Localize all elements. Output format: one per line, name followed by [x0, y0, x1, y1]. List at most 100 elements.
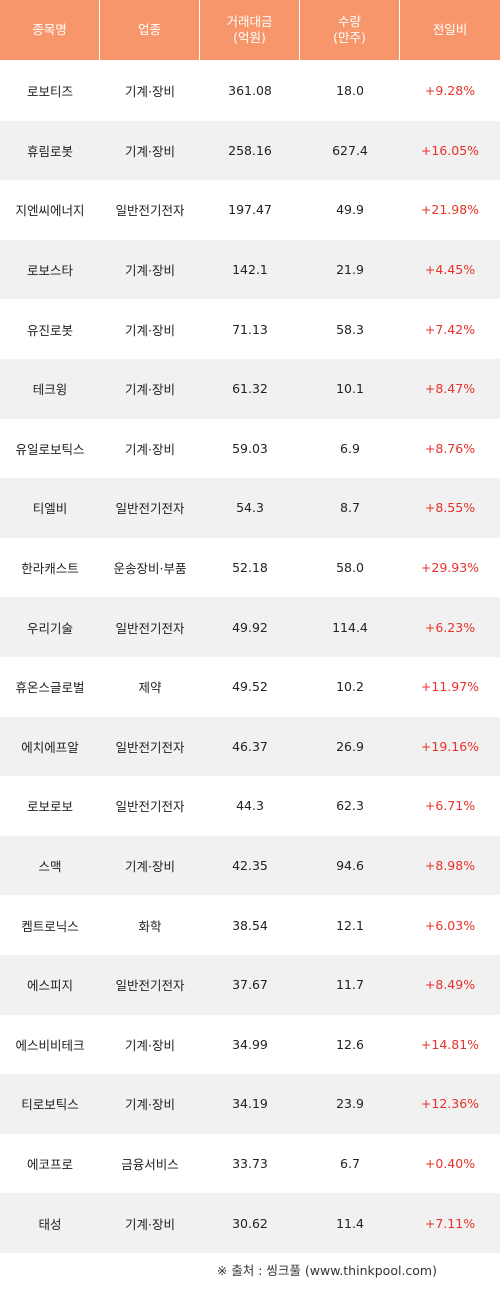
- table-row: 휴림로봇 기계·장비 258.16 627.4 +16.05%: [0, 120, 500, 181]
- cell-sector: 일반전기전자: [115, 978, 185, 994]
- cell-volume: 6.9: [340, 440, 360, 456]
- table-header: 종목명 업종 거래대금 (억원) 수량 (만주) 전일비: [0, 0, 500, 61]
- cell-change: +16.05%: [420, 142, 480, 158]
- cell-sector: 기계·장비: [125, 1216, 175, 1232]
- cell-name: 휴온스글로벌: [15, 680, 85, 696]
- source-note: ※ 출처 : 씽크풀 (www.thinkpool.com): [216, 1262, 437, 1278]
- stock-table: 종목명 업종 거래대금 (억원) 수량 (만주) 전일비 로보티즈 기계·장비 36…: [0, 0, 500, 1253]
- table-row: 지엔씨에너지 일반전기전자 197.47 49.9 +21.98%: [0, 180, 500, 240]
- cell-amount: 46.37: [232, 738, 268, 754]
- table-row: 로보티즈 기계·장비 361.08 18.0 +9.28%: [0, 61, 500, 121]
- table-row: 태성 기계·장비 30.62 11.4 +7.11%: [0, 1193, 500, 1253]
- cell-change: +6.03%: [424, 917, 476, 933]
- cell-sector: 기계·장비: [125, 441, 175, 457]
- cell-volume: 8.7: [340, 500, 360, 516]
- cell-amount: 59.03: [232, 440, 268, 456]
- cell-volume: 627.4: [332, 142, 368, 158]
- cell-amount: 30.62: [232, 1215, 268, 1231]
- cell-name: 유일로보틱스: [15, 441, 85, 457]
- cell-volume: 62.3: [336, 798, 364, 814]
- cell-name: 한라캐스트: [21, 561, 79, 577]
- cell-sector: 기계·장비: [125, 1037, 175, 1053]
- table-row: 에스피지 일반전기전자 37.67 11.7 +8.49%: [0, 954, 500, 1015]
- cell-amount: 54.3: [236, 500, 264, 516]
- cell-amount: 71.13: [232, 321, 268, 337]
- cell-name: 우리기술: [26, 620, 73, 636]
- cell-amount: 61.32: [232, 381, 268, 397]
- cell-change: +29.93%: [420, 560, 480, 576]
- cell-volume: 6.7: [340, 1155, 360, 1171]
- table-row: 에치에프알 일반전기전자 46.37 26.9 +19.16%: [0, 716, 500, 777]
- cell-change: +0.40%: [424, 1155, 476, 1171]
- cell-change: +8.55%: [424, 500, 476, 516]
- cell-change: +7.11%: [424, 1215, 476, 1231]
- table-body: 로보티즈 기계·장비 361.08 18.0 +9.28% 휴림로봇 기계·장비 258.16…: [0, 61, 500, 1253]
- cell-amount: 34.99: [232, 1036, 268, 1052]
- cell-amount: 44.3: [236, 798, 264, 814]
- cell-name: 테크윙: [32, 382, 68, 398]
- cell-sector: 금융서비스: [121, 1156, 179, 1172]
- cell-volume: 23.9: [336, 1096, 364, 1112]
- cell-change: +8.49%: [424, 977, 476, 993]
- table-row: 로보로보 일반전기전자 44.3 62.3 +6.71%: [0, 776, 500, 836]
- cell-amount: 38.54: [232, 917, 268, 933]
- cell-amount: 33.73: [232, 1155, 268, 1171]
- cell-change: +9.28%: [424, 83, 476, 99]
- cell-sector: 기계·장비: [125, 322, 175, 338]
- cell-volume: 21.9: [336, 262, 364, 278]
- cell-change: +6.71%: [424, 798, 476, 814]
- table-row: 켐트로닉스 화학 38.54 12.1 +6.03%: [0, 895, 500, 955]
- cell-amount: 49.52: [232, 679, 268, 695]
- cell-sector: 기계·장비: [125, 382, 175, 398]
- cell-name: 로보티즈: [26, 84, 73, 100]
- table-row: 로보스타 기계·장비 142.1 21.9 +4.45%: [0, 239, 500, 300]
- cell-change: +11.97%: [420, 679, 480, 695]
- cell-name: 에스비비테크: [15, 1037, 85, 1053]
- cell-change: +8.76%: [424, 440, 476, 456]
- cell-amount: 42.35: [232, 858, 268, 874]
- cell-amount: 142.1: [232, 262, 268, 278]
- table-row: 휴온스글로벌 제약 49.52 10.2 +11.97%: [0, 656, 500, 717]
- cell-name: 로보스타: [26, 263, 73, 279]
- cell-amount: 258.16: [228, 142, 272, 158]
- cell-amount: 37.67: [232, 977, 268, 993]
- cell-volume: 12.1: [336, 917, 364, 933]
- table-row: 한라캐스트 운송장비·부품 52.18 58.0 +29.93%: [0, 537, 500, 598]
- cell-amount: 197.47: [228, 202, 272, 218]
- cell-sector: 기계·장비: [125, 859, 175, 875]
- cell-name: 스맥: [38, 859, 62, 875]
- cell-sector: 일반전기전자: [115, 203, 185, 219]
- header-change: 전일비: [432, 22, 468, 37]
- table-row: 에스비비테크 기계·장비 34.99 12.6 +14.81%: [0, 1014, 500, 1075]
- cell-change: +4.45%: [424, 262, 476, 278]
- cell-change: +19.16%: [420, 738, 480, 754]
- cell-sector: 일반전기전자: [115, 739, 185, 755]
- cell-sector: 기계·장비: [125, 84, 175, 100]
- table-row: 유진로봇 기계·장비 71.13 58.3 +7.42%: [0, 299, 500, 359]
- cell-name: 티로보틱스: [21, 1097, 79, 1113]
- cell-amount: 52.18: [232, 560, 268, 576]
- cell-name: 에스피지: [26, 978, 73, 994]
- cell-change: +21.98%: [420, 202, 480, 218]
- cell-volume: 12.6: [336, 1036, 364, 1052]
- cell-volume: 94.6: [336, 858, 364, 874]
- cell-sector: 일반전기전자: [115, 799, 185, 815]
- table-row: 스맥 기계·장비 42.35 94.6 +8.98%: [0, 835, 500, 896]
- table-row: 우리기술 일반전기전자 49.92 114.4 +6.23%: [0, 597, 500, 657]
- cell-name: 지엔씨에너지: [15, 203, 85, 219]
- cell-amount: 49.92: [232, 619, 268, 635]
- cell-name: 로보로보: [26, 799, 73, 815]
- cell-volume: 49.9: [336, 202, 364, 218]
- cell-sector: 제약: [138, 680, 162, 696]
- cell-name: 휴림로봇: [26, 143, 73, 159]
- cell-sector: 기계·장비: [125, 143, 175, 159]
- cell-volume: 11.4: [336, 1215, 364, 1231]
- header-name: 종목명: [0, 0, 100, 60]
- table-row: 티로보틱스 기계·장비 34.19 23.9 +12.36%: [0, 1074, 500, 1134]
- cell-change: +6.23%: [424, 619, 476, 635]
- header-volume: 수량 (만주): [300, 0, 400, 60]
- table-row: 테크윙 기계·장비 61.32 10.1 +8.47%: [0, 358, 500, 419]
- cell-name: 태성: [38, 1216, 62, 1232]
- cell-sector: 화학: [138, 918, 162, 934]
- cell-amount: 34.19: [232, 1096, 268, 1112]
